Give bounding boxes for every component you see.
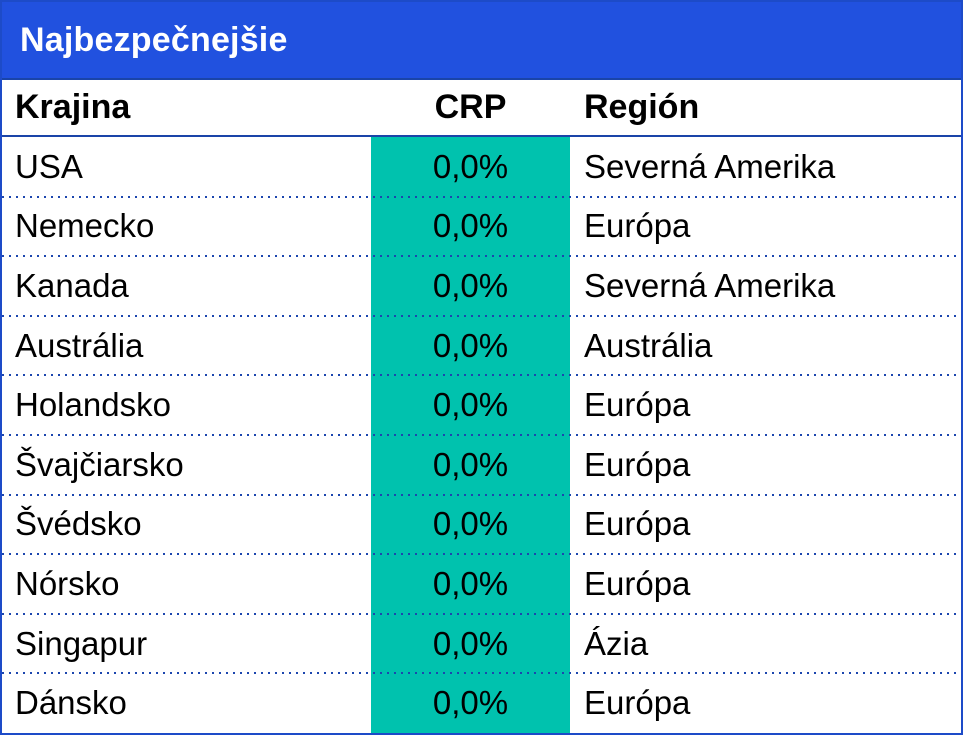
table-row: USA 0,0% Severná Amerika	[2, 137, 961, 197]
region-cell: Európa	[584, 386, 691, 424]
country-cell: Nemecko	[15, 207, 155, 245]
country-cell: Austrália	[15, 326, 144, 364]
column-header-region: Región	[584, 88, 700, 126]
crp-cell: 0,0%	[371, 434, 570, 495]
table-row: Nórsko 0,0% Európa	[2, 553, 961, 614]
table-row: Dánsko 0,0% Európa	[2, 672, 961, 733]
region-cell: Ázia	[584, 624, 649, 662]
crp-cell: 0,0%	[371, 613, 570, 674]
region-cell: Austrália	[584, 326, 713, 364]
table-row: Holandsko 0,0% Európa	[2, 374, 961, 435]
country-cell: USA	[15, 147, 83, 185]
region-cell: Európa	[584, 445, 691, 483]
crp-cell: 0,0%	[371, 196, 570, 257]
crp-cell: 0,0%	[371, 554, 570, 614]
crp-cell: 0,0%	[371, 137, 570, 197]
crp-cell: 0,0%	[371, 315, 570, 376]
crp-cell: 0,0%	[371, 375, 570, 435]
crp-cell: 0,0%	[371, 494, 570, 555]
table-header-row: Krajina CRP Región	[2, 80, 961, 137]
country-cell: Švajčiarsko	[15, 445, 184, 483]
crp-cell: 0,0%	[371, 256, 570, 316]
table-row: Austrália 0,0% Austrália	[2, 314, 961, 376]
column-header-krajina: Krajina	[15, 88, 131, 126]
country-cell: Dánsko	[15, 684, 127, 722]
table-row: Singapur 0,0% Ázia	[2, 612, 961, 674]
country-cell: Holandsko	[15, 386, 171, 424]
table-row: Kanada 0,0% Severná Amerika	[2, 255, 961, 316]
table-row: Švédsko 0,0% Európa	[2, 493, 961, 555]
region-cell: Európa	[584, 564, 691, 602]
table-row: Švajčiarsko 0,0% Európa	[2, 433, 961, 495]
country-cell: Kanada	[15, 266, 129, 304]
country-cell: Švédsko	[15, 505, 142, 543]
region-cell: Severná Amerika	[584, 147, 836, 185]
crp-cell: 0,0%	[371, 673, 570, 733]
region-cell: Severná Amerika	[584, 266, 836, 304]
table-row: Nemecko 0,0% Európa	[2, 195, 961, 257]
column-header-crp: CRP	[434, 88, 507, 126]
table-body: USA 0,0% Severná Amerika Nemecko 0,0% Eu…	[2, 137, 961, 733]
country-cell: Nórsko	[15, 564, 120, 602]
table-title-bar: Najbezpečnejšie	[2, 2, 961, 80]
table-title: Najbezpečnejšie	[20, 20, 288, 59]
region-cell: Európa	[584, 207, 691, 245]
country-cell: Singapur	[15, 624, 148, 662]
region-cell: Európa	[584, 684, 691, 722]
region-cell: Európa	[584, 505, 691, 543]
